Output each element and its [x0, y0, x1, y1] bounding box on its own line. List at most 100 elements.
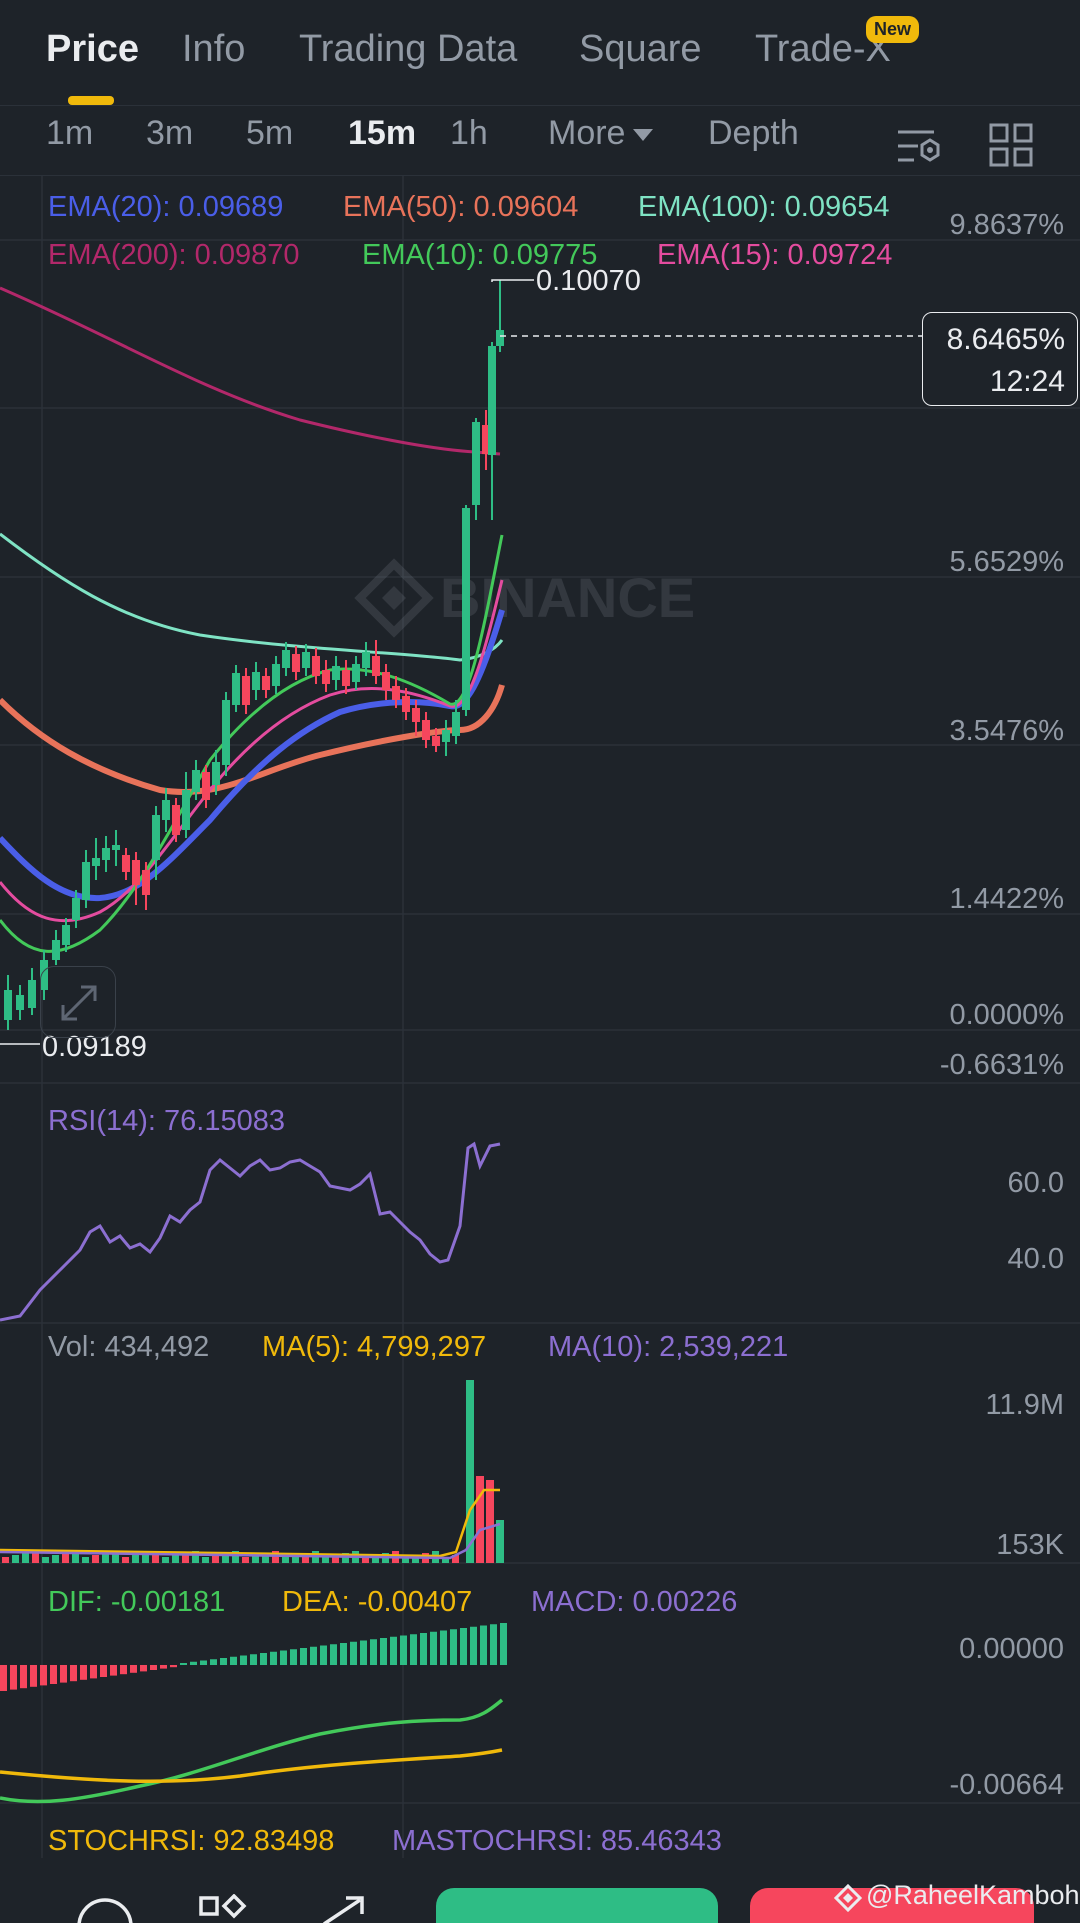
candle-body [62, 925, 70, 945]
volume-bar [82, 1557, 89, 1563]
high-price-label: 0.10070 [536, 265, 641, 297]
vol-ma5-label: MA(5): 4,799,297 [262, 1331, 486, 1363]
interval-5m[interactable]: 5m [246, 114, 294, 152]
ema100-label: EMA(100): 0.09654 [638, 191, 889, 223]
more-icon[interactable] [76, 1896, 134, 1923]
price-chart[interactable]: BINANCE 0.10070 0.09189 EMA(20): 0.09689… [0, 176, 1080, 1858]
macd-bar [110, 1665, 117, 1676]
layout-grid-icon[interactable] [988, 122, 1034, 168]
volume-bar [342, 1553, 349, 1563]
macd-bar [380, 1638, 387, 1665]
rsi-line [0, 1141, 501, 1322]
interval-15m[interactable]: 15m [348, 114, 417, 152]
tab-trading-data[interactable]: Trading Data [299, 28, 518, 70]
macd-bar [410, 1634, 417, 1665]
macd-bar [290, 1649, 297, 1665]
volume-bar [372, 1555, 379, 1563]
candle-body [72, 898, 80, 920]
interval-more[interactable]: More [548, 114, 654, 153]
interval-1m[interactable]: 1m [46, 114, 94, 152]
price-axis-label: 1.4422% [950, 883, 1065, 915]
ema50-line [0, 684, 505, 795]
top-tabs: Price Info Trading Data Square Trade-X N… [0, 0, 1080, 106]
ema20-label: EMA(20): 0.09689 [48, 191, 283, 223]
interval-3m[interactable]: 3m [146, 114, 194, 152]
candle-body [412, 708, 420, 722]
candle-body [382, 672, 390, 690]
macd-bar [260, 1653, 267, 1665]
macd-bar [210, 1659, 217, 1665]
volume-bar [292, 1555, 299, 1563]
bottom-action-bar [0, 1858, 1080, 1923]
candle-body [82, 862, 90, 900]
watermark-text: BINANCE [440, 566, 695, 629]
share-icon[interactable] [318, 1894, 370, 1923]
volume-bar [32, 1551, 39, 1563]
volume-bar [232, 1551, 239, 1563]
volume-bar [42, 1557, 49, 1563]
tab-price[interactable]: Price [46, 28, 139, 70]
macd-dea-label: DEA: -0.00407 [282, 1586, 472, 1618]
macd-bar [320, 1645, 327, 1665]
candle-body [242, 676, 250, 705]
volume-bar [72, 1551, 79, 1563]
volume-bar [62, 1553, 69, 1563]
macd-bar [430, 1631, 437, 1665]
volume-bar [486, 1480, 494, 1563]
candle-body [352, 664, 360, 682]
candle-body [202, 772, 210, 800]
volume-bar [476, 1476, 484, 1563]
volume-bar [132, 1555, 139, 1563]
macd-bar [400, 1635, 407, 1665]
price-axis-label: 3.5476% [950, 715, 1065, 747]
candle-body [4, 990, 12, 1020]
active-tab-indicator [68, 96, 114, 105]
volume-bar [182, 1553, 189, 1563]
macd-bar [460, 1628, 467, 1665]
price-axis-label: -0.6631% [940, 1049, 1064, 1081]
macd-histogram [0, 1623, 507, 1691]
rsi-axis-label: 40.0 [1008, 1243, 1064, 1275]
volume-bar [496, 1520, 504, 1563]
volume-bar [122, 1557, 129, 1563]
candle-body [52, 940, 60, 960]
candle-body [252, 672, 260, 690]
candle-body [372, 656, 380, 676]
candle-body [462, 508, 470, 710]
macd-dif-label: DIF: -0.00181 [48, 1586, 225, 1618]
candle-body [142, 870, 150, 895]
volume-bar [12, 1555, 19, 1563]
macd-bar [190, 1661, 197, 1665]
tab-info[interactable]: Info [182, 28, 246, 70]
candle-body [222, 700, 230, 765]
volume-bar [152, 1551, 159, 1563]
volume-bar [142, 1553, 149, 1563]
tab-square[interactable]: Square [579, 28, 702, 70]
depth-tab[interactable]: Depth [708, 114, 799, 152]
macd-bar [300, 1648, 307, 1665]
buy-button[interactable] [436, 1888, 718, 1923]
candle-body [16, 995, 24, 1010]
candle-body [152, 815, 160, 860]
volume-bar [332, 1555, 339, 1563]
macd-bar [340, 1643, 347, 1665]
macd-bar [350, 1641, 357, 1665]
price-axis-label: 0.0000% [950, 999, 1065, 1031]
indicator-settings-icon[interactable] [894, 126, 944, 170]
vol-ma5-line [0, 1488, 500, 1558]
macd-axis-label: -0.00664 [950, 1769, 1065, 1801]
candle-body [292, 654, 300, 672]
sell-button[interactable] [750, 1888, 1034, 1923]
volume-bar [412, 1555, 419, 1563]
widgets-icon[interactable] [198, 1894, 250, 1923]
candle-countdown: 12:24 [989, 365, 1065, 398]
candle-body [342, 670, 350, 686]
current-price-tag: 8.6465% 12:24 [922, 312, 1078, 406]
low-price-label: 0.09189 [42, 1031, 147, 1063]
macd-bar [470, 1626, 477, 1665]
macd-bar [160, 1665, 167, 1669]
fullscreen-button[interactable] [40, 966, 116, 1038]
interval-1h[interactable]: 1h [450, 114, 488, 152]
candle-body [162, 800, 170, 820]
volume-bar [222, 1553, 229, 1563]
